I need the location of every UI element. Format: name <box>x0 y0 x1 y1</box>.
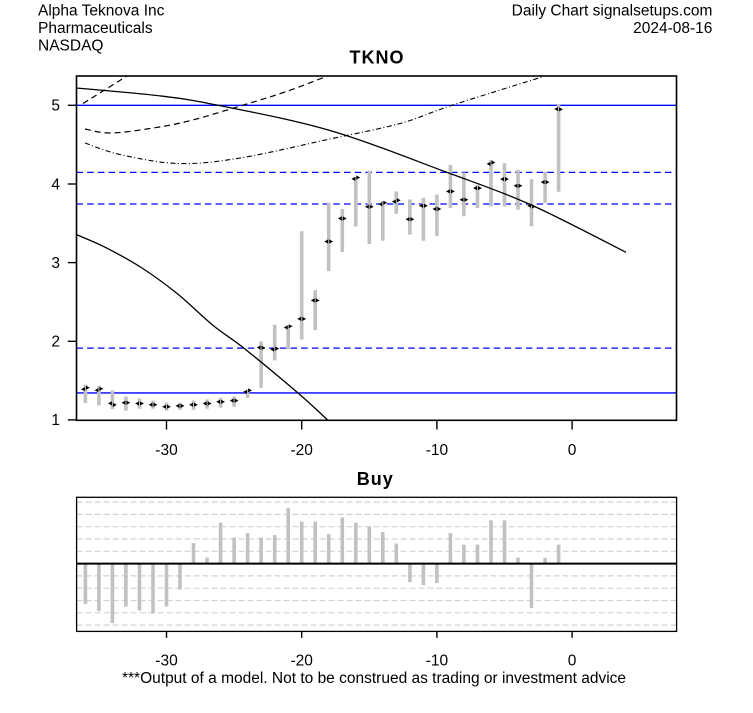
svg-text:Buy: Buy <box>357 469 394 489</box>
svg-text:-10: -10 <box>426 442 449 459</box>
svg-text:5: 5 <box>51 98 60 115</box>
svg-text:0: 0 <box>568 442 577 459</box>
svg-text:NASDAQ: NASDAQ <box>38 38 103 55</box>
svg-text:-20: -20 <box>290 652 313 669</box>
svg-text:-20: -20 <box>290 442 313 459</box>
svg-text:***Output of a model. Not to b: ***Output of a model. Not to be construe… <box>122 670 626 687</box>
svg-text:Pharmaceuticals: Pharmaceuticals <box>38 20 153 37</box>
svg-text:3: 3 <box>51 255 60 272</box>
svg-text:0: 0 <box>568 652 577 669</box>
svg-text:2: 2 <box>51 334 60 351</box>
svg-text:-10: -10 <box>426 652 449 669</box>
svg-text:-30: -30 <box>155 652 178 669</box>
svg-text:2024-08-16: 2024-08-16 <box>633 20 712 37</box>
svg-text:Alpha Teknova Inc: Alpha Teknova Inc <box>38 3 165 20</box>
svg-text:4: 4 <box>51 176 60 193</box>
svg-text:-30: -30 <box>155 442 178 459</box>
svg-text:1: 1 <box>51 412 60 429</box>
svg-text:Daily Chart signalsetups.com: Daily Chart signalsetups.com <box>512 3 713 20</box>
svg-text:TKNO: TKNO <box>350 48 405 68</box>
